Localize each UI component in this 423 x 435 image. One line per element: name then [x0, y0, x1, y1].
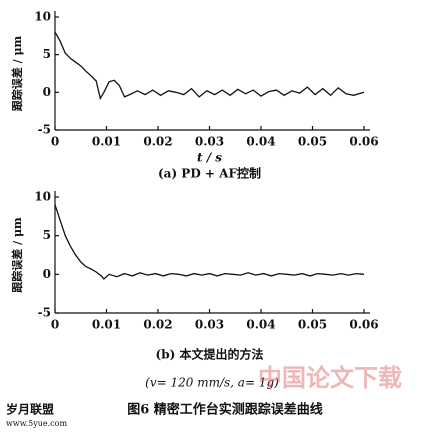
data-line — [54, 204, 365, 280]
x-tick-label: 0.06 — [349, 135, 378, 149]
logo-name: 岁月联盟 — [6, 402, 54, 417]
y-tick-label: 10 — [34, 190, 51, 204]
y-tick-label: 10 — [34, 10, 51, 24]
x-tick-label: 0.05 — [298, 318, 327, 332]
x-tick-label: 0.01 — [92, 318, 121, 332]
x-tick-label: 0 — [51, 318, 59, 332]
logo-url: www.5yue.com — [6, 419, 67, 428]
caption: 图6 精密工作台实测跟踪误差曲线 — [127, 402, 323, 418]
x-tick-label: 0.02 — [143, 318, 172, 332]
y-axis-label: 跟踪误差 / μm — [10, 35, 24, 111]
data-line — [54, 31, 365, 101]
x-tick-label: 0.01 — [92, 135, 121, 149]
x-tick-label: 0.02 — [143, 135, 172, 149]
x-axis-label: t / s — [197, 151, 222, 165]
y-tick-label: 0 — [43, 85, 51, 99]
y-tick-label: -5 — [38, 123, 51, 137]
y-tick-label: -5 — [38, 306, 51, 320]
y-tick-label: 5 — [43, 228, 51, 242]
x-tick-label: 0.06 — [349, 318, 378, 332]
x-tick-label: 0.04 — [246, 135, 275, 149]
x-tick-label: 0.03 — [195, 318, 224, 332]
y-tick-label: 5 — [43, 47, 51, 61]
watermark: 中国论文下载 — [258, 364, 402, 392]
x-tick-label: 0.05 — [298, 135, 327, 149]
x-tick-label: 0.03 — [195, 135, 224, 149]
y-axis-label: 跟踪误差 / μm — [10, 217, 24, 293]
x-tick-label: 0.04 — [246, 318, 275, 332]
y-tick-label: 0 — [43, 267, 51, 281]
x-tick-label: 0 — [51, 135, 59, 149]
subtitle: (a) PD + AF控制 — [158, 166, 261, 181]
condition: (v= 120 mm/s, a= 1g) — [145, 376, 279, 390]
subtitle: (b) 本文提出的方法 — [156, 347, 264, 362]
